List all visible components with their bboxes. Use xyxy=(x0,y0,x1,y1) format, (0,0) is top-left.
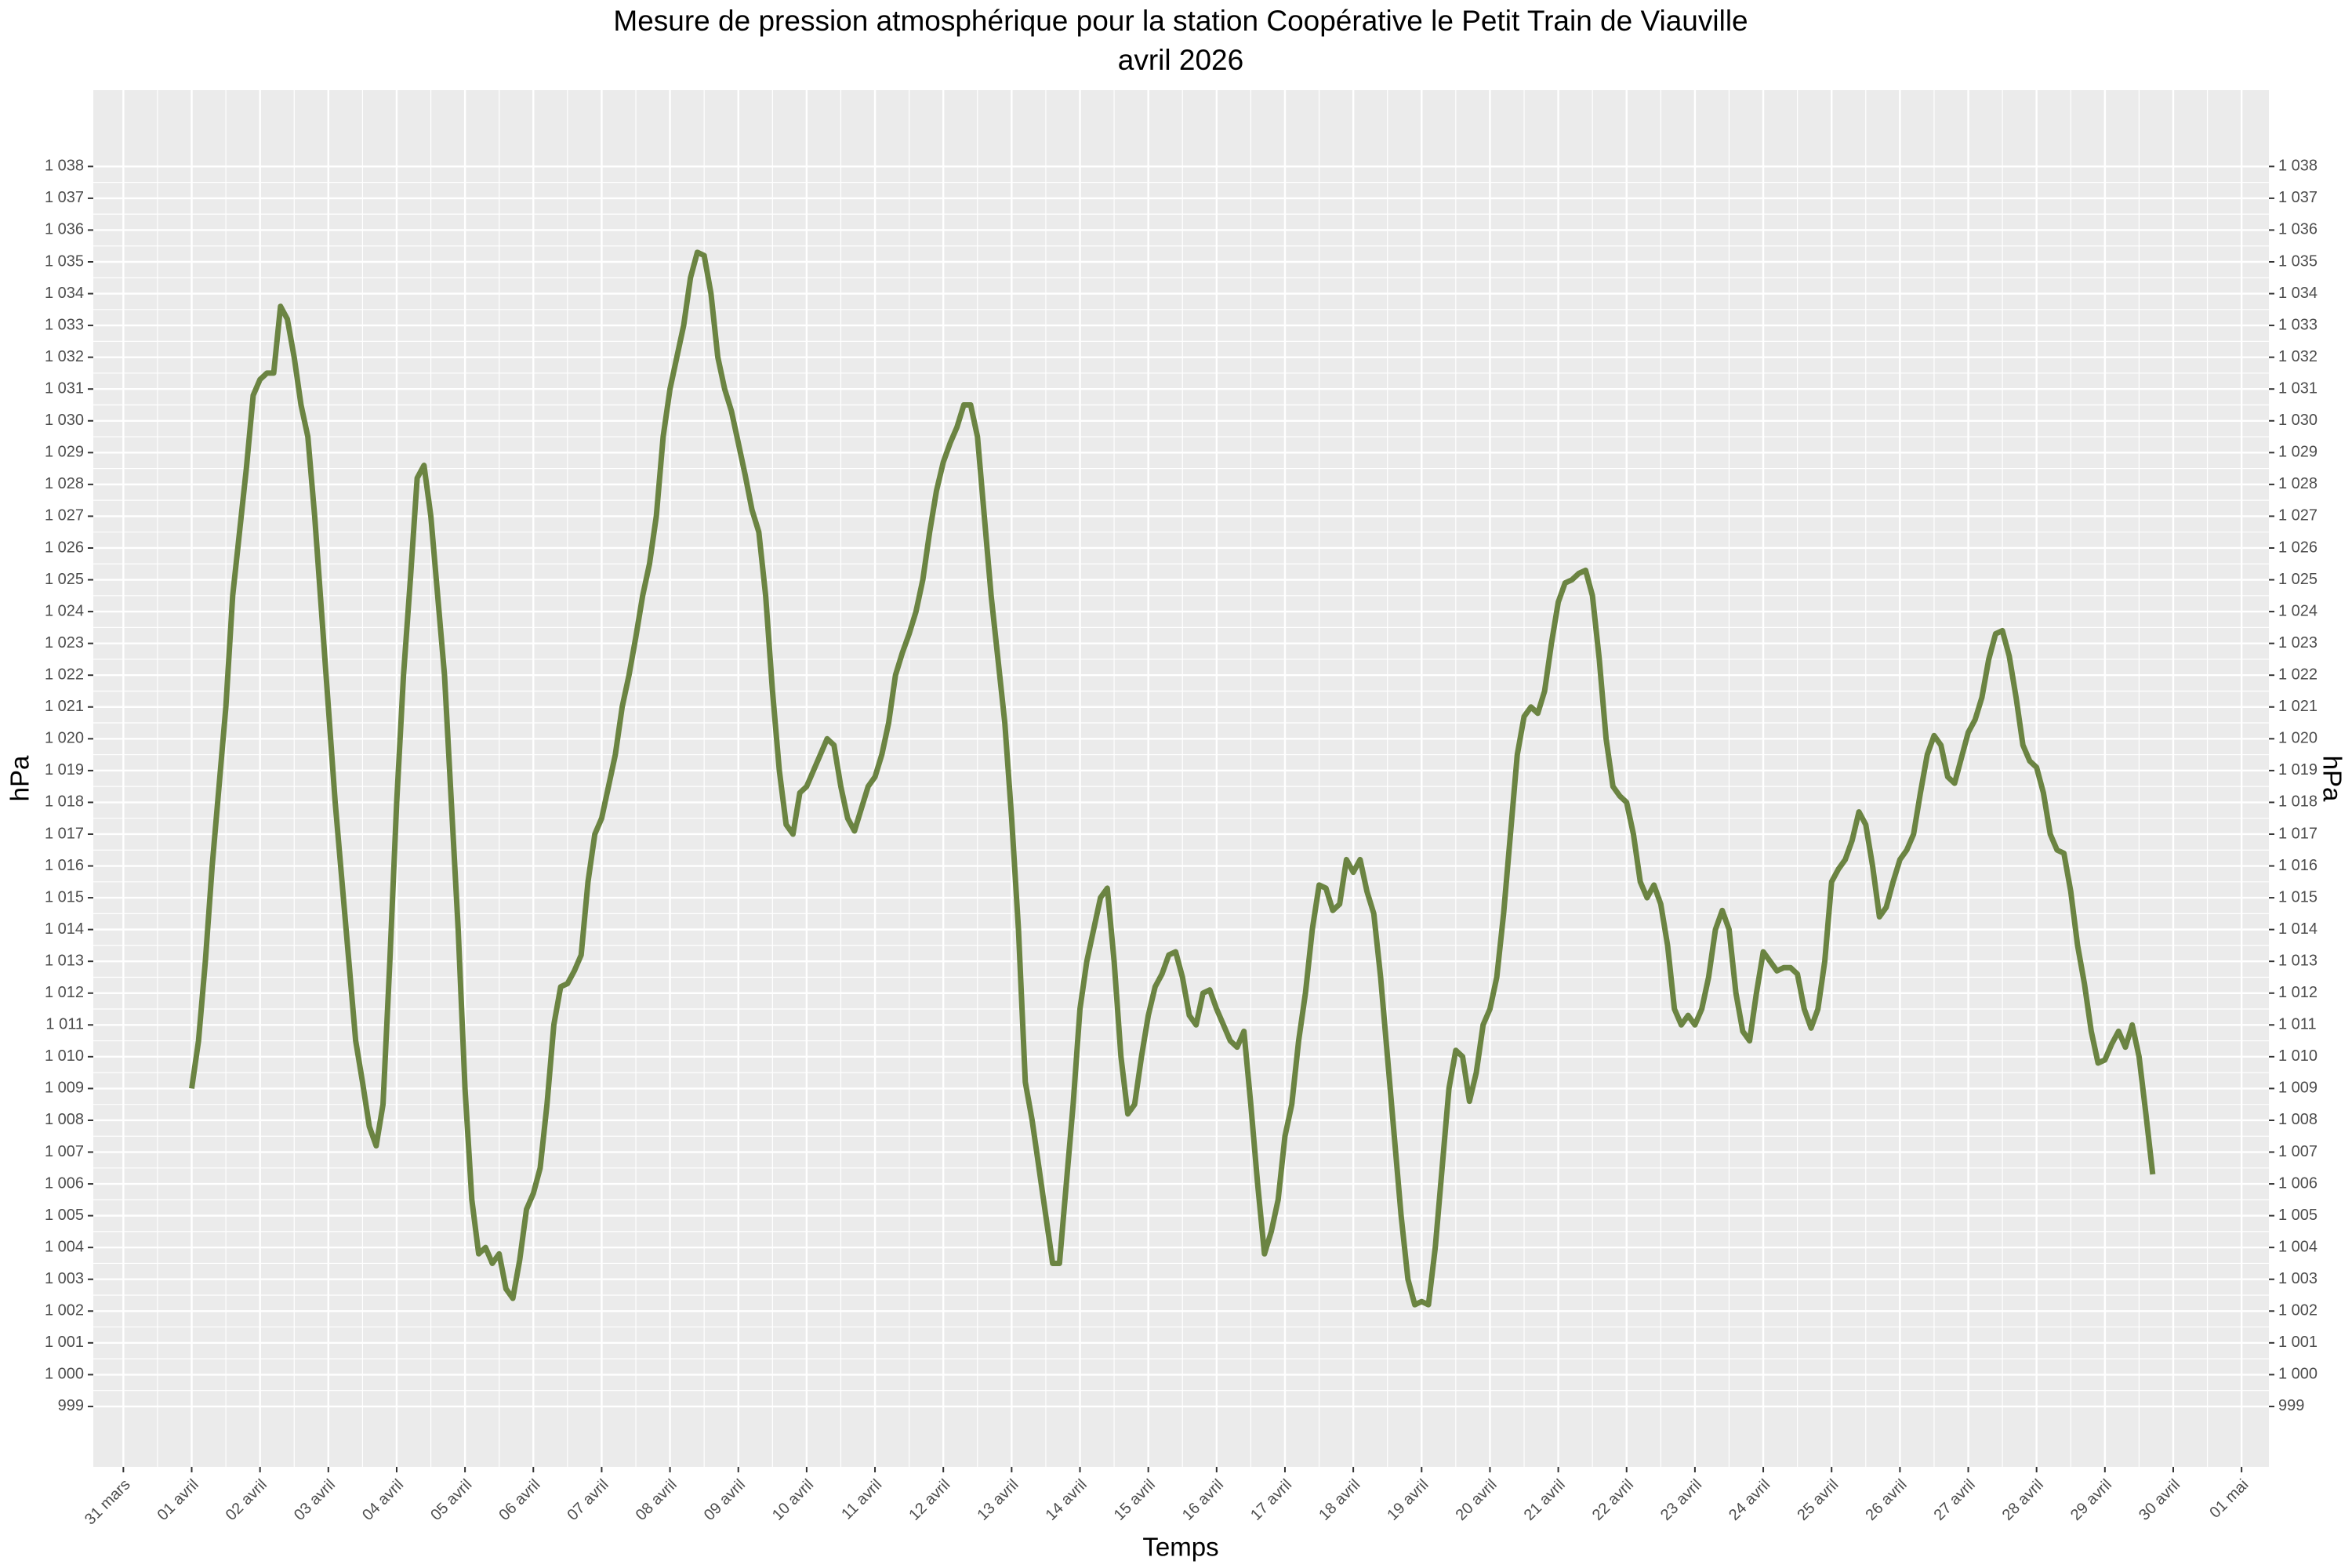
y2-tick-label: 1 031 xyxy=(2278,379,2318,397)
marks xyxy=(189,249,2156,1308)
y2-tick-label: 1 002 xyxy=(2278,1302,2318,1319)
y2-tick-label: 1 033 xyxy=(2278,316,2318,333)
y-tick-label: 1 015 xyxy=(45,888,84,906)
y2-tick-label: 1 006 xyxy=(2278,1174,2318,1192)
y-tick-label: 1 038 xyxy=(45,158,84,175)
y2-tick-label: 1 008 xyxy=(2278,1111,2318,1128)
y2-tick-label: 1 019 xyxy=(2278,761,2318,779)
chart-title: Mesure de pression atmosphérique pour la… xyxy=(613,5,1748,37)
y2-tick-label: 1 029 xyxy=(2278,444,2318,461)
y-tick-label: 1 026 xyxy=(45,539,84,556)
y-tick-label: 1 032 xyxy=(45,348,84,365)
y-tick-label: 1 010 xyxy=(45,1047,84,1065)
y2-tick-label: 1 025 xyxy=(2278,571,2318,588)
y-tick-label: 1 023 xyxy=(45,634,84,652)
y2-tick-label: 1 005 xyxy=(2278,1207,2318,1224)
y-tick-label: 1 012 xyxy=(45,984,84,1001)
y-tick-label: 1 020 xyxy=(45,730,84,747)
y-axis-title-right: hPa xyxy=(2318,756,2347,802)
y-tick-label: 1 002 xyxy=(45,1302,84,1319)
y2-tick-label: 1 001 xyxy=(2278,1334,2318,1351)
y2-tick-label: 1 004 xyxy=(2278,1238,2318,1255)
y2-tick-label: 1 000 xyxy=(2278,1366,2318,1383)
y2-tick-label: 1 021 xyxy=(2278,698,2318,715)
y-tick-label: 1 009 xyxy=(45,1080,84,1097)
y2-tick-label: 1 035 xyxy=(2278,252,2318,270)
y2-tick-label: 1 017 xyxy=(2278,825,2318,842)
y-tick-label: 1 019 xyxy=(45,761,84,779)
y-tick-label: 1 006 xyxy=(45,1174,84,1192)
y-tick-label: 1 003 xyxy=(45,1270,84,1287)
y-tick-label: 1 000 xyxy=(45,1366,84,1383)
y2-tick-label: 1 024 xyxy=(2278,602,2318,619)
y-tick-label: 1 004 xyxy=(45,1238,84,1255)
y2-tick-label: 1 013 xyxy=(2278,952,2318,969)
y2-tick-label: 1 032 xyxy=(2278,348,2318,365)
plot-panel xyxy=(93,90,2269,1467)
y2-tick-label: 1 003 xyxy=(2278,1270,2318,1287)
y2-tick-label: 1 011 xyxy=(2278,1016,2317,1033)
y2-tick-label: 1 023 xyxy=(2278,634,2318,652)
y2-tick-label: 1 036 xyxy=(2278,221,2318,238)
y-tick-label: 1 011 xyxy=(45,1016,84,1033)
y-tick-label: 1 021 xyxy=(45,698,84,715)
y-tick-label: 1 008 xyxy=(45,1111,84,1128)
y2-tick-label: 1 009 xyxy=(2278,1080,2318,1097)
y-tick-label: 1 024 xyxy=(45,602,84,619)
y2-tick-label: 1 027 xyxy=(2278,507,2318,524)
y-axis-title: hPa xyxy=(5,755,34,801)
y2-tick-label: 1 007 xyxy=(2278,1143,2318,1160)
line xyxy=(189,249,2156,1308)
y2-tick-label: 1 010 xyxy=(2278,1047,2318,1065)
x-axis-title: Temps xyxy=(1142,1533,1218,1562)
y-tick-label: 1 014 xyxy=(45,920,84,938)
y-tick-label: 1 001 xyxy=(45,1334,84,1351)
y2-tick-label: 1 016 xyxy=(2278,857,2318,874)
y2-tick-label: 1 034 xyxy=(2278,285,2318,302)
y-tick-label: 1 025 xyxy=(45,571,84,588)
y-tick-label: 1 018 xyxy=(45,793,84,811)
y2-tick-label: 999 xyxy=(2278,1397,2304,1414)
y-tick-label: 1 005 xyxy=(45,1207,84,1224)
y2-tick-label: 1 015 xyxy=(2278,888,2318,906)
y-tick-label: 1 027 xyxy=(45,507,84,524)
y2-tick-label: 1 018 xyxy=(2278,793,2318,811)
y2-tick-label: 1 030 xyxy=(2278,412,2318,429)
y2-tick-label: 1 026 xyxy=(2278,539,2318,556)
y-tick-label: 1 022 xyxy=(45,666,84,683)
y-tick-label: 1 035 xyxy=(45,252,84,270)
y-tick-label: 1 017 xyxy=(45,825,84,842)
y2-tick-label: 1 038 xyxy=(2278,158,2318,175)
y-tick-label: 1 016 xyxy=(45,857,84,874)
y-tick-label: 1 036 xyxy=(45,221,84,238)
y-tick-label: 1 007 xyxy=(45,1143,84,1160)
y-tick-label: 1 028 xyxy=(45,475,84,492)
y2-tick-label: 1 020 xyxy=(2278,730,2318,747)
y-tick-label: 1 031 xyxy=(45,379,84,397)
y2-tick-label: 1 012 xyxy=(2278,984,2318,1001)
chart-subtitle: avril 2026 xyxy=(1118,44,1243,76)
y-tick-label: 1 013 xyxy=(45,952,84,969)
y-tick-label: 1 034 xyxy=(45,285,84,302)
y-tick-label: 1 037 xyxy=(45,189,84,206)
grid xyxy=(93,90,2269,1467)
y-tick-label: 1 033 xyxy=(45,316,84,333)
y-tick-label: 999 xyxy=(58,1397,84,1414)
y2-tick-label: 1 022 xyxy=(2278,666,2318,683)
y-tick-label: 1 029 xyxy=(45,444,84,461)
y2-tick-label: 1 028 xyxy=(2278,475,2318,492)
y2-tick-label: 1 037 xyxy=(2278,189,2318,206)
y2-tick-label: 1 014 xyxy=(2278,920,2318,938)
y-tick-label: 1 030 xyxy=(45,412,84,429)
